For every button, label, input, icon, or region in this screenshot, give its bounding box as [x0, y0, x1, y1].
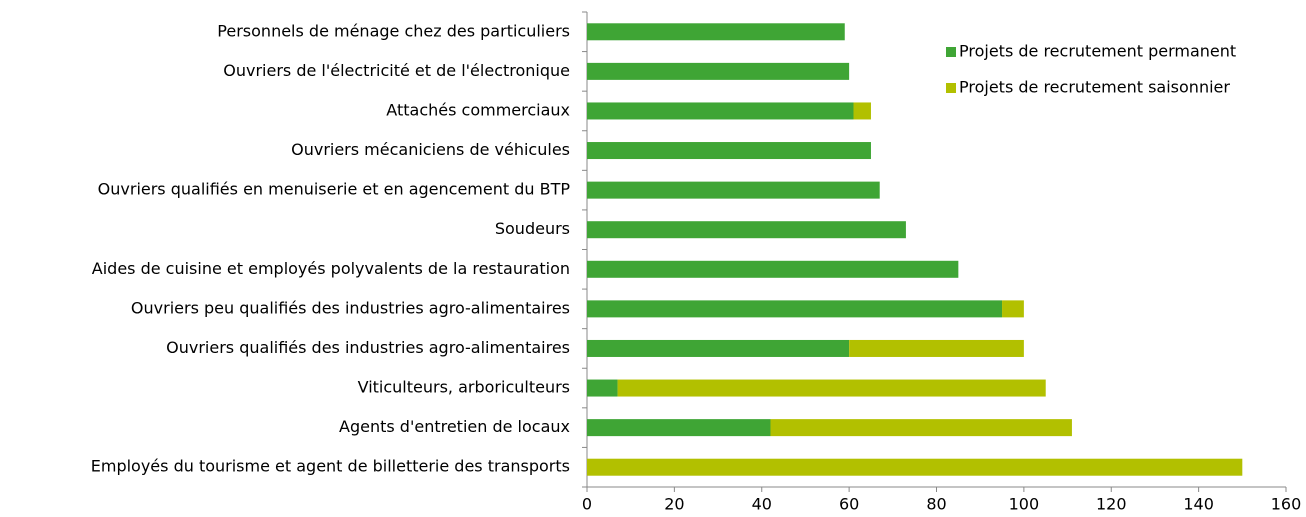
bar-segment [587, 62, 850, 80]
legend-swatch [946, 47, 956, 57]
x-tick-label: 0 [582, 495, 592, 514]
y-tick-label: Ouvriers de l'électricité et de l'électr… [223, 61, 570, 80]
x-tick-label: 20 [664, 495, 684, 514]
bar-segment [587, 339, 850, 357]
y-tick-label: Soudeurs [495, 219, 570, 238]
legend-label: Projets de recrutement permanent [959, 42, 1236, 61]
bar-segment [587, 23, 845, 41]
y-tick-label: Personnels de ménage chez des particulie… [217, 21, 570, 40]
bar-segment [587, 221, 906, 239]
x-tick-label: 140 [1183, 495, 1214, 514]
y-tick-label: Ouvriers mécaniciens de véhicules [291, 140, 570, 159]
bar-segment [587, 260, 959, 278]
legend-swatch [946, 83, 956, 93]
bar-segment [1002, 300, 1024, 318]
y-tick-label: Aides de cuisine et employés polyvalents… [92, 259, 570, 278]
bar-segment [587, 142, 871, 160]
bar-segment [587, 102, 854, 120]
bar-segment [587, 300, 1003, 318]
y-tick-label: Employés du tourisme et agent de billett… [91, 457, 570, 476]
x-tick-label: 100 [1009, 495, 1040, 514]
y-tick-label: Ouvriers peu qualifiés des industries ag… [131, 298, 570, 317]
y-tick-label: Viticulteurs, arboriculteurs [358, 378, 570, 397]
x-tick-label: 80 [926, 495, 946, 514]
y-tick-label: Ouvriers qualifiés des industries agro-a… [166, 338, 570, 357]
bar-segment [853, 102, 871, 120]
bar-segment [587, 379, 618, 397]
x-tick-label: 40 [752, 495, 772, 514]
bar-segment [587, 458, 1243, 476]
x-tick-label: 160 [1271, 495, 1302, 514]
x-tick-label: 120 [1096, 495, 1127, 514]
bar-segment [770, 419, 1072, 437]
bar-segment [617, 379, 1046, 397]
y-tick-label: Attachés commerciaux [386, 100, 570, 119]
legend-label: Projets de recrutement saisonnier [959, 78, 1230, 97]
bar-segment [587, 181, 880, 199]
x-tick-label: 60 [839, 495, 859, 514]
y-tick-label: Ouvriers qualifiés en menuiserie et en a… [98, 180, 571, 199]
bar-segment [587, 419, 771, 437]
y-tick-label: Agents d'entretien de locaux [339, 417, 570, 436]
bar-segment [849, 339, 1024, 357]
